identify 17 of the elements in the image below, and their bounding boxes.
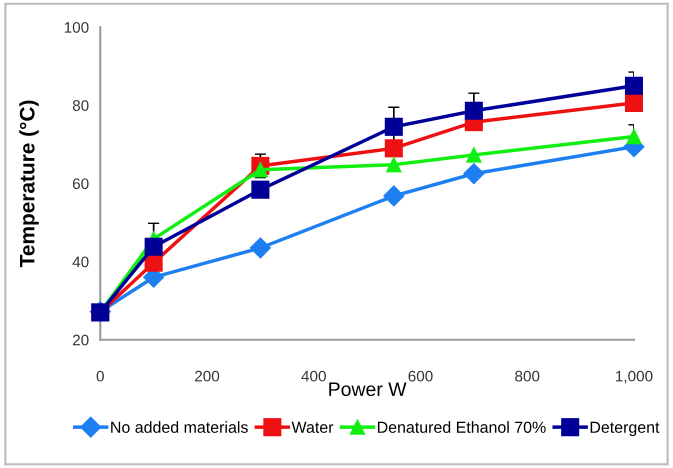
y-axis-title: Temperature (°C) xyxy=(19,100,39,268)
x-tick-label: 0 xyxy=(96,370,104,382)
y-tick-label: 20 xyxy=(72,334,89,346)
x-tick-label: 200 xyxy=(195,370,220,382)
x-tick-label: 1,000 xyxy=(616,370,652,384)
y-tick-label: 80 xyxy=(72,100,89,111)
x-axis-title: Power W xyxy=(329,382,406,396)
legend-label: No added materials xyxy=(111,421,248,433)
x-tick-label: 600 xyxy=(408,370,433,382)
legend-label: Denatured Ethanol 70% xyxy=(378,421,546,433)
x-tick-label: 800 xyxy=(515,370,540,382)
x-tick-label: 400 xyxy=(301,370,326,382)
y-tick-label: 100 xyxy=(64,22,89,33)
legend-label: Detergent xyxy=(590,422,660,436)
legend-label: Water xyxy=(292,422,334,433)
y-tick-label: 60 xyxy=(72,178,89,190)
y-tick-label: 40 xyxy=(72,256,89,268)
